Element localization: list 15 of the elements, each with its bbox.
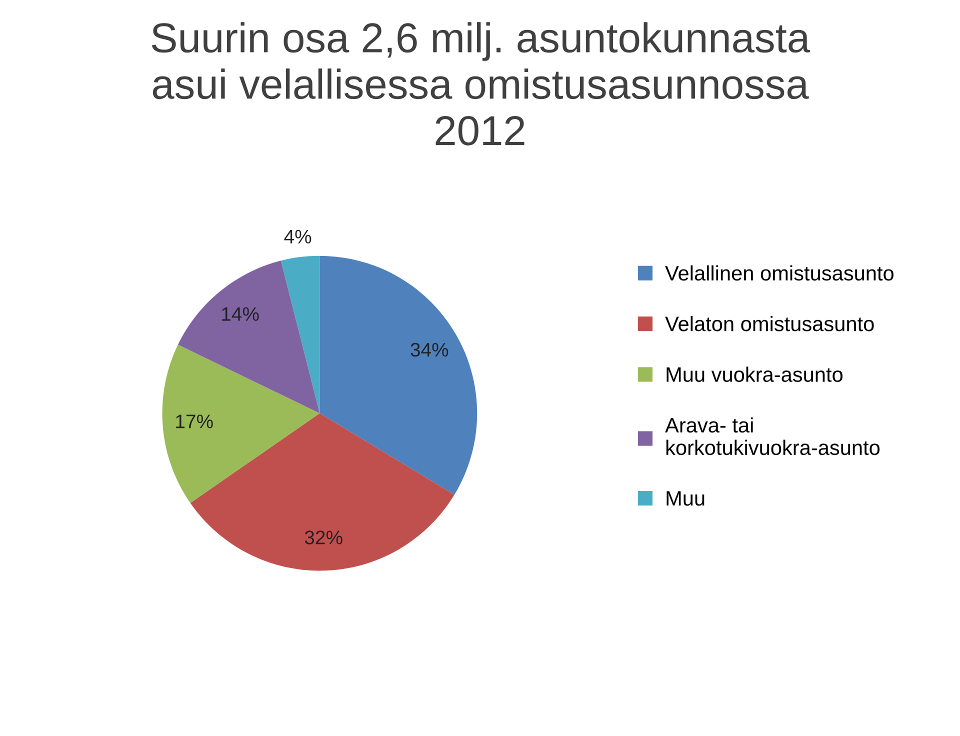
data-label: 17% (176, 414, 213, 428)
data-label: 34% (410, 342, 448, 357)
legend-label: Arava- tai korkotukivuokra-asunto (665, 417, 880, 456)
legend-label: Velaton omistusasunto (665, 316, 874, 332)
pie-slice (320, 256, 478, 495)
pie-slice (178, 260, 320, 414)
legend-label: Muu vuokra-asunto (666, 366, 842, 382)
chart-title: Suurin osa 2,6 milj. asuntokunnasta asui velallisessa omistusasunnossa 2012 (152, 22, 810, 146)
pie-slice (280, 256, 320, 414)
legend-label: Velallinen omistusasunto (665, 265, 894, 281)
legend-label: Muu (666, 491, 704, 506)
data-label: 4% (284, 230, 312, 244)
data-label: 32% (304, 530, 342, 544)
data-label: 14% (222, 307, 259, 321)
pie-slice (162, 344, 320, 504)
